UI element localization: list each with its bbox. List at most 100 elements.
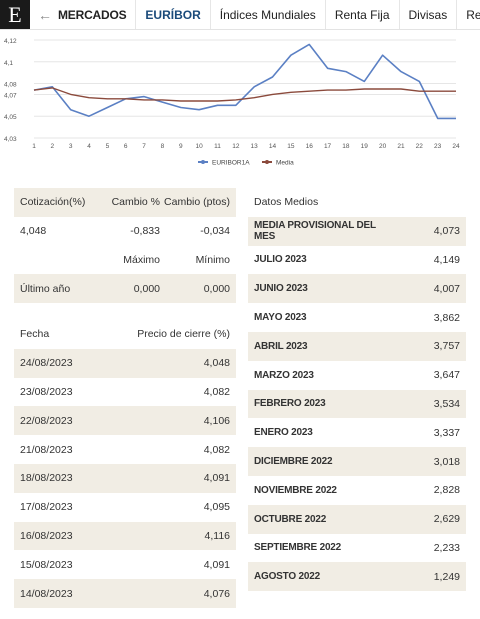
top-nav: E ← MERCADOS EURÍBOR Índices Mundiales R… <box>0 0 480 30</box>
average-period: ABRIL 2023 <box>254 340 308 352</box>
back-arrow-icon[interactable]: ← <box>38 6 52 23</box>
x-tick-label: 14 <box>269 143 277 150</box>
quote-value-cambio-pct: -0,833 <box>130 225 160 238</box>
quote-values-row: 4,048 -0,833 -0,034 <box>14 217 236 246</box>
average-row[interactable]: ABRIL 2023 3,757 <box>248 331 466 361</box>
average-row[interactable]: MAYO 2023 3,862 <box>248 303 466 332</box>
nav-item-renta-fija[interactable]: Renta Fija <box>326 0 400 29</box>
x-tick-label: 23 <box>434 143 442 150</box>
history-row: 21/08/2023 4,082 <box>14 435 236 464</box>
nav-item-divisas[interactable]: Divisas <box>400 0 458 29</box>
history-date: 14/08/2023 <box>20 587 73 600</box>
average-value: 4,073 <box>433 225 460 238</box>
x-tick-label: 16 <box>306 143 314 150</box>
history-row: 23/08/2023 4,082 <box>14 378 236 407</box>
average-row[interactable]: MEDIA PROVISIONAL DEL MES 4,073 <box>248 216 466 246</box>
x-tick-label: 3 <box>69 143 73 150</box>
history-date: 17/08/2023 <box>20 501 73 514</box>
x-tick-label: 4 <box>87 143 91 150</box>
average-row[interactable]: DICIEMBRE 2022 3,018 <box>248 447 466 476</box>
average-value: 4,007 <box>433 282 460 295</box>
average-value: 3,757 <box>433 340 460 353</box>
average-period: SEPTIEMBRE 2022 <box>254 542 342 554</box>
average-period: OCTUBRE 2022 <box>254 513 327 525</box>
history-price: 4,082 <box>203 385 230 398</box>
range-header-maximo: Máximo <box>123 253 160 266</box>
average-period: JUNIO 2023 <box>254 283 308 295</box>
history-price: 4,076 <box>203 587 230 600</box>
average-period: MEDIA PROVISIONAL DEL MES <box>254 220 376 243</box>
range-value-minimo: 0,000 <box>203 282 230 295</box>
x-tick-label: 24 <box>452 143 460 150</box>
average-period: AGOSTO 2022 <box>254 571 320 583</box>
history-row: 17/08/2023 4,095 <box>14 493 236 522</box>
history-row: 15/08/2023 4,091 <box>14 550 236 579</box>
average-value: 2,629 <box>433 513 460 526</box>
average-row[interactable]: MARZO 2023 3,647 <box>248 361 466 390</box>
y-tick-label: 4,12 <box>4 38 17 45</box>
history-row: 16/08/2023 4,116 <box>14 521 236 551</box>
history-header-fecha: Fecha <box>20 328 50 341</box>
x-tick-label: 22 <box>416 143 424 150</box>
average-row[interactable]: AGOSTO 2022 1,249 <box>248 562 466 592</box>
average-period: MAYO 2023 <box>254 312 307 324</box>
history-date: 21/08/2023 <box>20 443 73 456</box>
average-period: NOVIEMBRE 2022 <box>254 484 337 496</box>
history-price: 4,116 <box>204 529 231 542</box>
range-label-ultimo-ano: Último año <box>20 282 71 295</box>
history-date: 15/08/2023 <box>20 558 73 571</box>
average-row[interactable]: SEPTIEMBRE 2022 2,233 <box>248 534 466 563</box>
average-row[interactable]: JUNIO 2023 4,007 <box>248 274 466 304</box>
nav-section-mercados[interactable]: MERCADOS <box>56 0 137 29</box>
average-value: 4,149 <box>433 253 460 266</box>
history-price: 4,095 <box>203 501 230 514</box>
site-logo[interactable]: E <box>0 0 30 29</box>
average-value: 3,337 <box>433 426 460 439</box>
x-tick-label: 15 <box>287 143 295 150</box>
average-row[interactable]: ENERO 2023 3,337 <box>248 418 466 447</box>
average-row[interactable]: NOVIEMBRE 2022 2,828 <box>248 476 466 505</box>
y-tick-label: 4,07 <box>4 92 17 99</box>
average-period: JULIO 2023 <box>254 254 307 266</box>
history-row: 24/08/2023 4,048 <box>14 348 236 378</box>
average-value: 3,862 <box>433 311 460 324</box>
quote-header-row: Cotización(%) Cambio % Cambio (ptos) <box>14 188 236 217</box>
range-header-minimo: Mínimo <box>195 253 230 266</box>
series-line-euribor1a <box>33 43 456 120</box>
history-date: 23/08/2023 <box>20 385 73 398</box>
average-period: DICIEMBRE 2022 <box>254 456 333 468</box>
history-price: 4,091 <box>203 472 230 485</box>
history-row: 14/08/2023 4,076 <box>14 579 236 608</box>
nav-item-euribor[interactable]: EURÍBOR <box>136 0 211 29</box>
nav-item-recomendaciones[interactable]: Recomendaciones <box>457 0 480 29</box>
average-value: 2,233 <box>433 541 460 554</box>
average-row[interactable]: JULIO 2023 4,149 <box>248 246 466 275</box>
x-tick-label: 6 <box>124 143 128 150</box>
average-value: 3,018 <box>433 455 460 468</box>
range-header-row: Máximo Mínimo <box>14 246 236 275</box>
euribor-chart: 4,12 4,1 4,08 4,07 4,05 4,03 1 2 3 4 5 6 7 8 9 10 11 12 13… <box>0 32 480 178</box>
history-header-row: Fecha Precio de cierre (%) <box>14 320 236 349</box>
history-price: 4,106 <box>203 414 230 427</box>
history-price: 4,048 <box>203 357 230 370</box>
range-values-row: Último año 0,000 0,000 <box>14 274 236 304</box>
history-date: 22/08/2023 <box>20 414 73 427</box>
chart-svg: 4,124,14,084,074,054,031 2 3 4 5 6 7 8 9 10 11 12 13… <box>4 38 460 167</box>
average-row[interactable]: FEBRERO 2023 3,534 <box>248 389 466 419</box>
history-price: 4,091 <box>203 558 230 571</box>
history-row: 22/08/2023 4,106 <box>14 406 236 436</box>
history-table: Fecha Precio de cierre (%) 24/08/2023 4,0… <box>14 320 236 608</box>
averages-table: Datos Medios MEDIA PROVISIONAL DEL MES 4,… <box>248 188 466 592</box>
quote-value-cotizacion: 4,048 <box>20 225 47 238</box>
y-tick-label: 4,05 <box>4 114 17 121</box>
history-date: 18/08/2023 <box>20 472 73 485</box>
average-period: MARZO 2023 <box>254 369 314 381</box>
legend-marker <box>201 160 205 164</box>
quote-header-cotizacion: Cotización(%) <box>20 196 86 209</box>
average-row[interactable]: OCTUBRE 2022 2,629 <box>248 504 466 534</box>
history-date: 24/08/2023 <box>20 357 73 370</box>
x-tick-label: 2 <box>51 143 55 150</box>
series-line-media <box>33 87 456 102</box>
legend-label: EURIBOR1A <box>212 160 250 167</box>
nav-item-indices-mundiales[interactable]: Índices Mundiales <box>211 0 326 29</box>
